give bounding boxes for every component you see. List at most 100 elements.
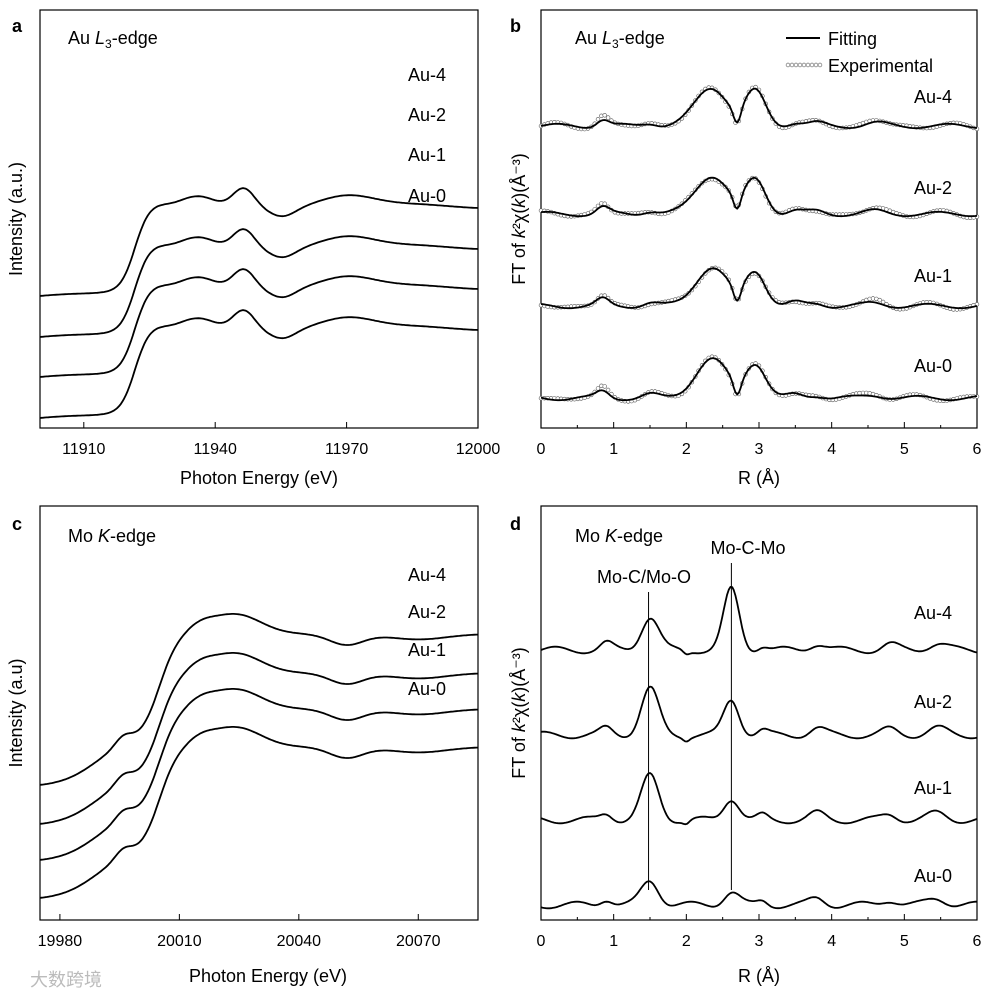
x-tick-label-a-0: 11910 [62, 441, 105, 458]
panel-a-ylabel: Intensity (a.u.) [6, 162, 26, 276]
legend-exp-dot [785, 62, 791, 68]
x-tick-label-a-2: 11970 [325, 441, 368, 458]
panel-c-frame [39, 505, 479, 921]
panel-a-letter: a [12, 16, 23, 36]
panel-b-xlabel: R (Å) [738, 468, 780, 488]
curve-d-au-0 [540, 880, 977, 910]
x-tick-label-d-5: 5 [900, 933, 909, 950]
legend-exp-dot [797, 62, 803, 68]
panel-c-letter: c [12, 514, 22, 534]
x-tick-label-d-1: 1 [609, 933, 618, 950]
x-tick-label-c-1: 20010 [157, 933, 202, 950]
series-label-c-au-0: Au-0 [408, 679, 446, 699]
series-label-c-au-4: Au-4 [408, 565, 446, 585]
x-tick-label-b-2: 2 [682, 441, 691, 458]
x-tick-label-d-4: 4 [827, 933, 836, 950]
series-label-a-au-1: Au-1 [408, 145, 446, 165]
curve-a-au-4 [39, 187, 479, 297]
panel-a: a Au L3-edge Au-4 Au-2 Au-1 Au-0 11910 11940… [6, 9, 501, 488]
exp-point-au-4 [595, 117, 601, 122]
legend-fitting-label: Fitting [828, 29, 877, 49]
x-tick-label-b-0: 0 [537, 441, 546, 458]
x-tick-label-b-1: 1 [609, 441, 618, 458]
curve-c-au-2 [39, 652, 478, 825]
series-label-b-au-2: Au-2 [914, 178, 952, 198]
x-tick-label-b-6: 6 [973, 441, 982, 458]
panel-d-letter: d [510, 514, 521, 534]
series-label-a-au-4: Au-4 [408, 65, 446, 85]
exp-point-au-4 [602, 113, 607, 118]
series-label-d-au-4: Au-4 [914, 603, 952, 623]
panel-b-legend: Fitting Experimental [785, 29, 933, 76]
panel-c-title: Mo K-edge [68, 526, 156, 546]
x-tick-label-a-3: 12000 [456, 441, 501, 458]
series-label-b-au-0: Au-0 [914, 356, 952, 376]
curve-c-au-4 [39, 613, 478, 786]
legend-experimental-marker [785, 62, 823, 68]
series-label-c-au-1: Au-1 [408, 640, 446, 660]
curve-b-au-0 [540, 357, 978, 402]
panel-c-ylabel: Intensity (a.u) [6, 658, 26, 767]
curve-c-au-0 [39, 726, 478, 899]
curve-b-au-4 [540, 87, 978, 130]
annotation-label-1: Mo-C-Mo [711, 538, 786, 558]
curve-d-au-4 [540, 586, 978, 656]
series-label-d-au-0: Au-0 [914, 866, 952, 886]
x-tick-label-d-6: 6 [973, 933, 982, 950]
watermark-text: 大数跨境 [30, 970, 102, 990]
curve-d-au-2 [540, 685, 978, 743]
panel-a-xlabel: Photon Energy (eV) [180, 468, 338, 488]
x-tick-label-d-0: 0 [537, 933, 546, 950]
panel-b-letter: b [510, 16, 521, 36]
legend-exp-dot [805, 62, 811, 68]
panel-c-xlabel: Photon Energy (eV) [189, 966, 347, 986]
series-label-d-au-2: Au-2 [914, 692, 952, 712]
curve-d-au-1 [540, 772, 978, 826]
series-label-b-au-4: Au-4 [914, 87, 952, 107]
x-tick-label-d-2: 2 [682, 933, 691, 950]
series-label-a-au-2: Au-2 [408, 105, 446, 125]
legend-exp-dot [817, 62, 823, 68]
exp-point-au-1 [877, 297, 882, 303]
panel-b-title: Au L3-edge [575, 28, 665, 51]
legend-exp-dot [809, 62, 815, 68]
series-label-d-au-1: Au-1 [914, 778, 952, 798]
x-tick-label-a-1: 11940 [194, 441, 237, 458]
x-tick-label-d-3: 3 [755, 933, 764, 950]
exp-point-au-0 [595, 386, 601, 391]
x-tick-label-c-2: 20040 [277, 933, 322, 950]
x-tick-label-c-0: 19980 [38, 933, 83, 950]
series-label-b-au-1: Au-1 [914, 266, 952, 286]
panel-b-ylabel: FT of k²χ(k)(Å⁻³) [509, 153, 529, 285]
panel-d-ylabel: FT of k²χ(k)(Å⁻³) [509, 647, 529, 779]
panel-a-frame [39, 9, 479, 429]
exp-point-au-0 [605, 387, 611, 393]
curve-c-au-1 [39, 688, 478, 861]
x-tick-label-b-3: 3 [755, 441, 764, 458]
legend-exp-dot [789, 62, 795, 68]
exp-point-au-2 [602, 201, 607, 206]
x-tick-label-c-3: 20070 [396, 933, 441, 950]
legend-experimental-label: Experimental [828, 56, 933, 76]
panel-c: c Mo K-edge Au-4 Au-2 Au-1 Au-0 19980 20010 2… [6, 505, 479, 986]
legend-exp-dot [801, 62, 807, 68]
x-tick-label-b-5: 5 [900, 441, 909, 458]
exp-point-au-0 [602, 384, 607, 389]
panel-a-title: Au L3-edge [68, 28, 158, 51]
curve-a-au-1 [39, 268, 479, 378]
panel-d: d Mo K-edge Mo-C/Mo-O Mo-C-Mo Au-4 Au-2 Au-… [509, 505, 982, 986]
curve-b-au-1 [540, 267, 978, 310]
legend-exp-dot [813, 62, 819, 68]
panel-d-title: Mo K-edge [575, 526, 663, 546]
x-tick-label-b-4: 4 [827, 441, 836, 458]
annotation-label-0: Mo-C/Mo-O [597, 567, 691, 587]
legend-exp-dot [793, 62, 799, 68]
curve-a-au-0 [39, 309, 479, 419]
panel-d-xlabel: R (Å) [738, 966, 780, 986]
series-label-a-au-0: Au-0 [408, 186, 446, 206]
curve-b-au-2 [540, 176, 978, 218]
curve-a-au-2 [39, 228, 479, 338]
exp-point-au-4 [605, 115, 611, 120]
series-label-c-au-2: Au-2 [408, 602, 446, 622]
